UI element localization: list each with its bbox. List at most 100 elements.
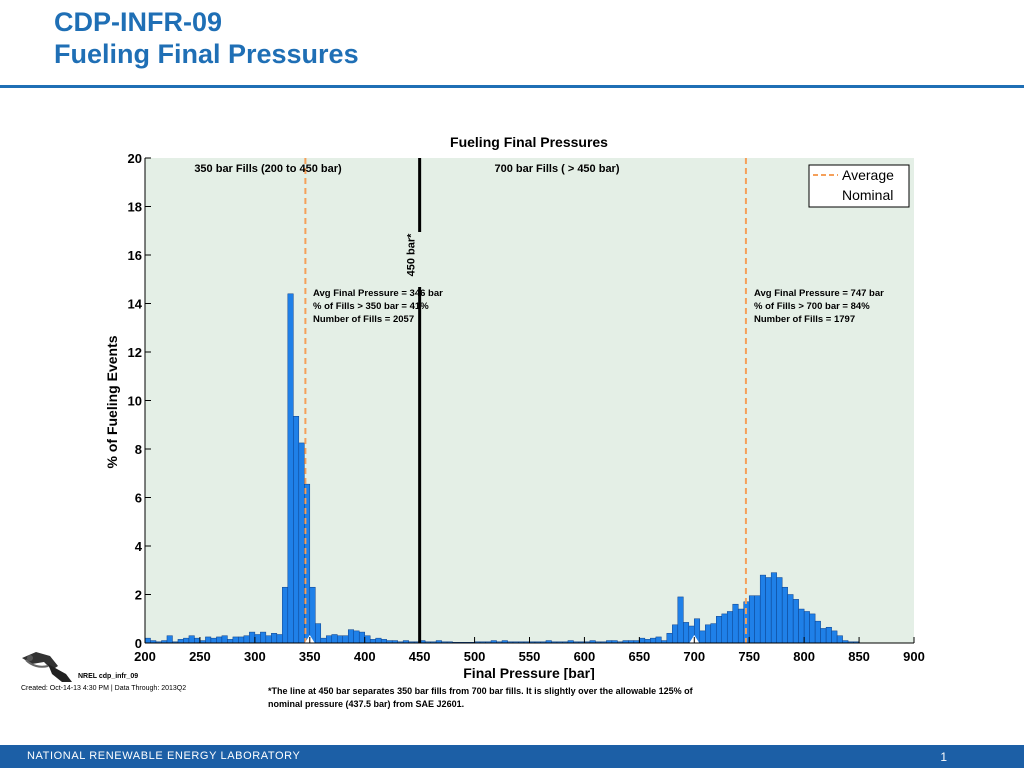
histogram-bar: [666, 633, 673, 644]
histogram-bar: [820, 628, 827, 644]
histogram-bar: [798, 608, 805, 644]
x-tick-label: 750: [738, 649, 760, 664]
y-tick-label: 8: [135, 442, 142, 457]
slide-title-text: Fueling Final Pressures: [54, 39, 359, 69]
x-tick-label: 200: [134, 649, 156, 664]
x-tick-label: 850: [848, 649, 870, 664]
histogram-bar: [315, 623, 322, 644]
annotation-text: % of Fills > 350 bar = 41%: [313, 301, 429, 312]
x-tick-label: 300: [244, 649, 266, 664]
y-tick-label: 0: [135, 636, 142, 651]
histogram-bar: [287, 293, 294, 644]
histogram-bar: [721, 613, 728, 644]
histogram-bar: [364, 635, 371, 644]
annotation-text: % of Fills > 700 bar = 84%: [754, 301, 870, 312]
histogram-bar: [260, 631, 267, 644]
histogram-bar: [380, 639, 387, 644]
histogram-bar: [726, 611, 733, 644]
histogram-bar: [639, 637, 646, 644]
histogram-bar: [347, 629, 354, 644]
annotation-text: Avg Final Pressure = 747 bar: [754, 288, 884, 299]
histogram-bar: [809, 613, 816, 644]
separator-line-label: 450 bar*: [406, 233, 418, 277]
x-tick-label: 450: [409, 649, 431, 664]
x-tick-label: 800: [793, 649, 815, 664]
histogram-bar: [166, 635, 173, 644]
histogram-bar: [765, 577, 772, 644]
histogram-bar: [342, 635, 349, 644]
nrel-chart-id: NREL cdp_infr_09: [78, 673, 139, 680]
histogram-bar: [655, 636, 662, 644]
y-tick-label: 14: [128, 297, 143, 312]
histogram-bar: [748, 595, 755, 644]
histogram-bar: [836, 635, 843, 644]
region-label: 700 bar Fills ( > 450 bar): [494, 163, 619, 175]
x-tick-label: 250: [189, 649, 211, 664]
histogram-bar: [650, 637, 657, 644]
axes-group: 0 2 4 6 8 10 12 14 16 18 20 200 250 300 350 400 450 500 55…: [128, 151, 925, 664]
histogram-bar: [177, 639, 184, 644]
histogram-bar: [781, 586, 788, 644]
histogram-bar: [194, 637, 201, 644]
histogram-bar: [293, 416, 300, 644]
reference-markers: 450 bar* 350 bar Fills (200 to 450 bar) 70…: [194, 158, 884, 643]
histogram-bar: [265, 635, 272, 644]
histogram-bar: [792, 599, 799, 644]
y-tick-label: 20: [128, 151, 142, 166]
histogram-bar: [276, 634, 283, 644]
histogram-bar: [232, 636, 239, 644]
histogram-bar: [831, 630, 838, 644]
histogram-chart: Fueling Final Pressures 450 bar* 350 bar …: [104, 134, 925, 680]
histogram-bar: [732, 603, 739, 644]
annotation-text: Number of Fills = 2057: [313, 314, 414, 325]
page-number: 1: [940, 750, 947, 764]
histogram-bar: [787, 594, 794, 644]
histogram-bar: [326, 635, 333, 644]
histogram-bar: [825, 626, 832, 644]
y-tick-label: 4: [135, 539, 143, 554]
histogram-bar: [814, 620, 821, 644]
histogram-bar: [699, 630, 706, 644]
histogram-bar: [298, 442, 305, 644]
x-tick-label: 650: [629, 649, 651, 664]
footnote: *The line at 450 bar separates 350 bar f…: [268, 686, 693, 709]
histogram-bar: [183, 637, 190, 644]
histogram-bar: [309, 586, 316, 644]
histogram-bar: [243, 635, 250, 644]
histogram-bar: [759, 574, 766, 644]
title-divider: [0, 85, 1024, 88]
slide-title: CDP-INFR-09 Fueling Final Pressures: [54, 6, 359, 70]
histogram-bar: [216, 636, 223, 644]
legend-box: [808, 164, 910, 208]
histogram-bar: [710, 623, 717, 644]
created-timestamp: Created: Oct-14-13 4:30 PM | Data Throug…: [21, 685, 187, 692]
histogram-bar: [249, 631, 256, 644]
histogram-bar: [683, 622, 690, 644]
histogram-bar: [353, 630, 360, 644]
chart-title: Fueling Final Pressures: [450, 134, 608, 150]
histogram-bar: [375, 637, 382, 644]
slide-title-code: CDP-INFR-09: [54, 7, 223, 37]
histogram-bar: [144, 637, 151, 644]
histogram-bar: [716, 616, 722, 644]
y-tick-label: 6: [135, 491, 142, 506]
fuel-nozzle-logo: [18, 646, 76, 691]
histogram-bar: [282, 586, 289, 644]
histogram-bar: [672, 624, 679, 644]
annotation-text: Number of Fills = 1797: [754, 314, 855, 325]
annotation-text: Avg Final Pressure = 346 bar: [313, 288, 443, 299]
legend-average-label: Average: [842, 167, 894, 183]
legend-nominal-swatch: [819, 189, 831, 198]
x-tick-label: 400: [354, 649, 376, 664]
histogram-bar: [254, 634, 261, 644]
histogram-bar: [320, 637, 327, 644]
y-tick-label: 12: [128, 345, 142, 360]
region-label: 350 bar Fills (200 to 450 bar): [194, 163, 342, 175]
histogram-bar: [210, 637, 217, 644]
histogram-bar: [358, 631, 365, 644]
legend-nominal-label: Nominal: [842, 187, 893, 203]
histogram-bar: [803, 611, 810, 644]
y-tick-label: 18: [128, 200, 142, 215]
x-tick-label: 550: [519, 649, 541, 664]
footer-bar: NATIONAL RENEWABLE ENERGY LABORATORY 1: [0, 745, 1024, 768]
